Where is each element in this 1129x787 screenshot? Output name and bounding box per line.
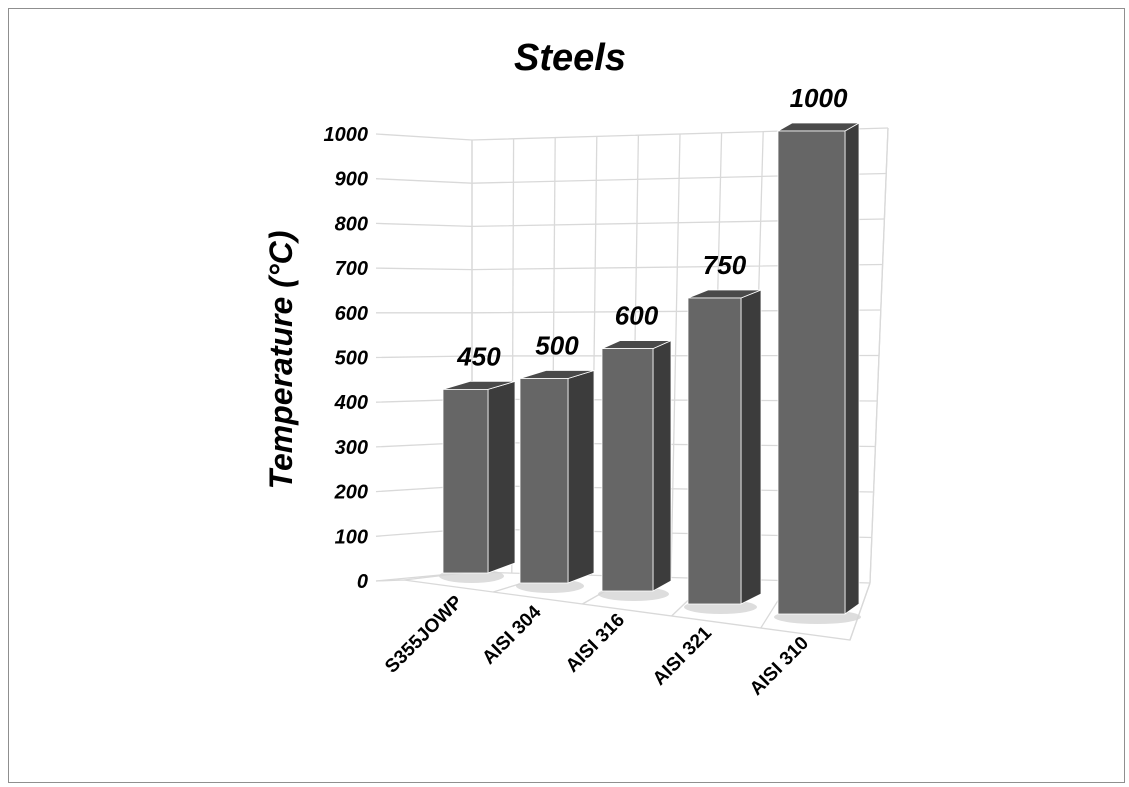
- y-tick-label: 300: [335, 437, 368, 459]
- y-tick-label: 100: [335, 526, 368, 548]
- x-tick-label: S355JOWP: [381, 591, 467, 677]
- x-tick-label: AISI 310: [746, 633, 813, 700]
- bar-top: [776, 122, 861, 132]
- bar: [519, 378, 569, 584]
- bar-side: [567, 369, 595, 584]
- data-label: 1000: [790, 83, 848, 113]
- gridline: [375, 579, 871, 641]
- bar-side: [652, 339, 672, 592]
- gridline: [869, 127, 889, 584]
- data-label: 500: [535, 331, 579, 361]
- bar-side: [844, 122, 860, 615]
- data-label: 450: [456, 341, 501, 371]
- y-tick-label: 0: [357, 571, 368, 593]
- data-labels: 450 500 600 750 1000: [456, 83, 848, 371]
- x-tick-label: AISI 304: [478, 601, 545, 668]
- y-tick-label: 200: [334, 482, 368, 504]
- y-tick-label: 800: [335, 213, 368, 235]
- data-label: 750: [703, 250, 747, 280]
- y-tick-label: 1000: [324, 124, 369, 146]
- y-tick-label: 500: [335, 348, 368, 370]
- y-axis-label: Temperature (°C): [263, 231, 299, 490]
- data-label: 600: [615, 301, 659, 331]
- gridline: [670, 133, 681, 578]
- bar: [777, 130, 846, 615]
- y-tick-label: 600: [335, 303, 368, 325]
- bar: [687, 297, 742, 605]
- x-tick-label: AISI 321: [649, 622, 716, 689]
- y-tick-label: 700: [335, 258, 368, 280]
- y-tick-label: 900: [335, 169, 368, 191]
- chart-title: Steels: [514, 37, 626, 79]
- y-axis-ticks: 0 100 200 300 400 500 600 700 800 900 1000: [324, 124, 369, 593]
- x-tick-label: AISI 316: [562, 610, 629, 677]
- bars: [439, 122, 861, 624]
- bar: [601, 348, 654, 592]
- bar: [442, 388, 489, 574]
- bar-side: [487, 380, 516, 574]
- bar-side: [740, 289, 762, 605]
- y-tick-label: 400: [334, 392, 368, 414]
